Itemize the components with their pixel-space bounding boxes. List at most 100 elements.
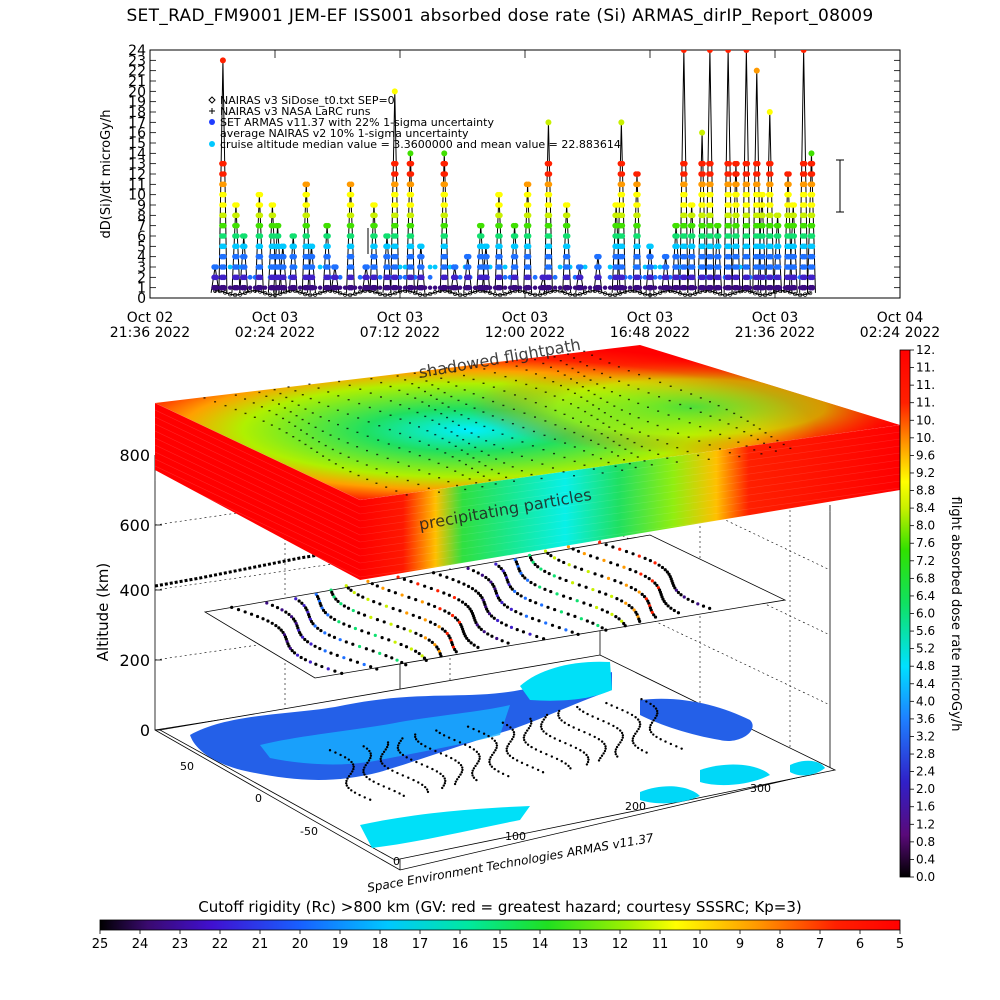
baseline-point	[302, 291, 308, 297]
data-point	[726, 284, 732, 291]
data-point	[791, 233, 798, 239]
map-track-mark	[352, 767, 355, 771]
orbit-track-mark	[396, 575, 400, 579]
data-point	[441, 150, 448, 157]
altitude-tick-label: 0	[140, 721, 150, 740]
data-point	[577, 284, 584, 291]
data-point	[247, 274, 253, 280]
data-point	[652, 264, 658, 270]
data-point	[348, 233, 355, 239]
map-track-mark	[567, 723, 571, 727]
data-point	[760, 284, 766, 291]
rigidity-colorbar-gradient	[99, 919, 901, 931]
slab-track-mark	[563, 413, 566, 416]
slab-track-mark	[471, 467, 474, 470]
data-point	[754, 160, 761, 167]
slab-track-mark	[475, 482, 478, 484]
data-point	[744, 253, 751, 260]
slab-track-mark	[719, 433, 722, 436]
orbit-track-mark	[529, 580, 533, 585]
dose-colorbar-tick-label: 9.2	[916, 466, 935, 480]
slab-track-mark	[542, 362, 545, 365]
orbit-track-mark	[557, 558, 561, 562]
map-track-mark	[615, 706, 619, 710]
orbit-track-mark	[452, 595, 457, 600]
slab-track-mark	[379, 410, 382, 413]
data-point	[663, 253, 670, 260]
slab-track-mark	[287, 386, 290, 388]
map-track-mark	[478, 757, 481, 761]
data-point	[587, 285, 593, 290]
data-point	[809, 191, 816, 198]
data-point	[760, 243, 766, 250]
slab-track-mark	[690, 393, 693, 395]
slab-track-mark	[612, 440, 615, 443]
slab-layer-line	[154, 472, 361, 571]
slab-track-mark	[389, 400, 392, 402]
map-track-mark	[654, 716, 657, 720]
orbit-track-mark	[332, 595, 336, 599]
slab-track-mark	[454, 470, 457, 472]
orbit-track-mark	[399, 642, 403, 647]
orbit-track-mark	[500, 639, 504, 643]
map-track-mark	[505, 747, 508, 750]
rigidity-colorbar-tick-label: 18	[372, 937, 389, 952]
orbit-track-mark	[514, 610, 518, 614]
slab-layer-line	[359, 431, 901, 508]
map-track-mark	[614, 752, 618, 756]
rigidity-colorbar-tick-label: 15	[492, 937, 509, 952]
data-point	[791, 274, 798, 281]
map-track-mark	[541, 720, 544, 724]
slab-track-mark	[589, 379, 592, 381]
baseline-point	[577, 292, 583, 297]
data-point	[791, 284, 798, 291]
map-y-tick: -50	[300, 825, 318, 838]
data-point	[262, 285, 268, 290]
data-point	[564, 274, 571, 281]
slab-track-mark	[357, 417, 360, 419]
slab-track-mark	[427, 444, 430, 446]
map-track-mark	[471, 769, 474, 772]
orbit-track-mark	[494, 562, 498, 566]
map-track-mark	[381, 762, 384, 765]
orbit-track-mark	[530, 616, 535, 621]
continent-shape	[700, 764, 770, 786]
slab-track-mark	[304, 408, 307, 410]
data-point	[497, 212, 503, 219]
data-point	[419, 253, 425, 260]
slab-track-mark	[429, 394, 432, 397]
orbit-track-mark	[371, 649, 375, 653]
slab-layer-line	[154, 416, 361, 515]
map-track-mark	[454, 780, 458, 783]
map-track-mark	[652, 733, 655, 736]
slab-layer-line	[154, 430, 361, 529]
data-point	[408, 284, 415, 291]
data-point	[635, 284, 641, 291]
slab-track-mark	[334, 463, 337, 465]
slab-track-mark	[637, 402, 640, 405]
slab-track-mark	[314, 426, 317, 429]
data-point	[635, 202, 641, 208]
orbit-track-mark	[650, 579, 654, 583]
slab-track-mark	[464, 428, 467, 430]
orbit-track-mark	[320, 664, 324, 669]
slab-track-mark	[699, 425, 702, 428]
dose-colorbar-tick-label: 0.8	[916, 835, 935, 849]
slab-track-mark	[425, 380, 428, 382]
map-track-mark	[464, 743, 467, 746]
slab-track-mark	[511, 451, 514, 454]
slab-track-mark	[468, 478, 471, 480]
slab-track-mark	[592, 468, 595, 470]
orbit-track-mark	[466, 605, 470, 609]
map-track-mark	[604, 747, 607, 750]
data-point	[767, 222, 774, 229]
data-point	[275, 233, 282, 239]
orbit-track-mark	[509, 625, 514, 629]
slab-track-mark	[458, 459, 461, 462]
slab-track-mark	[463, 389, 466, 391]
slab-track-mark	[524, 398, 527, 400]
slab-track-mark	[316, 451, 319, 453]
slab-track-mark	[752, 424, 755, 426]
data-point	[734, 243, 740, 250]
